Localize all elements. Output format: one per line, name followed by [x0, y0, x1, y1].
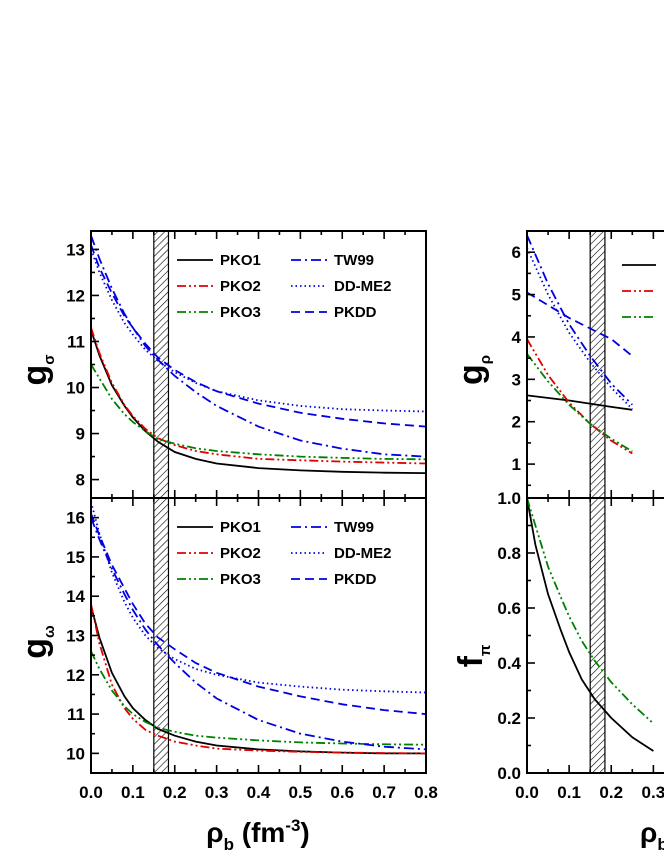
g-sigma-ytick-label: 9 — [76, 425, 85, 444]
f-pi-xtick-label: 0.3 — [642, 783, 664, 802]
g-sigma-ytick-label: 11 — [67, 332, 85, 351]
f-pi-xtick-label: 0.0 — [515, 783, 539, 802]
svg-text:gρ: gρ — [452, 355, 494, 385]
g-omega-ytick-label: 13 — [66, 627, 85, 646]
g-omega-ylabel-sub: ω — [41, 625, 58, 638]
f-pi-ytick-label: 1.0 — [497, 489, 521, 508]
g-sigma-ylabel: gσ — [16, 354, 58, 385]
f-pi-xtick-label: 0.1 — [557, 783, 581, 802]
g-sigma-ylabel-main: g — [16, 365, 54, 386]
right-xlabel: ρb — [640, 817, 664, 854]
g-omega-series-pko2 — [91, 603, 426, 755]
g-rho-ytick-label: 5 — [512, 286, 521, 305]
g-omega-legend-label-pko3: PKO3 — [220, 571, 261, 588]
g-rho-ytick-label: 4 — [512, 328, 522, 347]
g-omega-legend-label-tw99: TW99 — [334, 519, 374, 536]
f-pi-series-curve-1 — [527, 499, 655, 725]
g-omega-series-pko1 — [91, 605, 426, 755]
svg-text:fπ: fπ — [452, 644, 494, 667]
g-omega-legend-label-dd-me2: DD-ME2 — [334, 545, 392, 562]
g-rho-ylabel: gρ — [452, 355, 494, 385]
g-sigma-ytick-label: 13 — [66, 240, 85, 259]
g-omega-xtick-label: 0.3 — [205, 783, 229, 802]
g-omega-series-pkdd — [91, 513, 426, 715]
f-pi-saturation-band — [589, 497, 606, 774]
g-omega-xtick-label: 0.4 — [247, 783, 271, 802]
g-omega-xtick-label: 0.7 — [372, 783, 396, 802]
g-sigma-legend-label-pko1: PKO1 — [220, 252, 261, 269]
g-omega-xtick-label: 0.0 — [79, 783, 103, 802]
f-pi-ytick-label: 0.4 — [497, 654, 521, 673]
g-rho-ytick-label: 6 — [512, 243, 521, 262]
g-sigma-panel: 8 9 10 11 12 13 PKO1 PKO2 PKO3 TW99 DD-ME2 PKDD — [66, 230, 427, 499]
g-sigma-legend-label-pko2: PKO2 — [220, 278, 261, 295]
g-rho-panel: 1 2 3 4 5 6 — [512, 230, 664, 499]
g-omega-ytick-label: 16 — [66, 509, 85, 528]
g-rho-ylabel-sub: ρ — [477, 355, 494, 364]
g-rho-ytick-label: 1 — [512, 455, 521, 474]
g-omega-xtick-label: 0.2 — [163, 783, 187, 802]
g-rho-series-curve-5 — [527, 291, 633, 357]
g-omega-ytick-label: 14 — [66, 587, 85, 606]
g-sigma-ytick-label: 10 — [66, 379, 85, 398]
g-omega-legend-label-pko2: PKO2 — [220, 545, 261, 562]
g-rho-ylabel-main: g — [452, 364, 490, 385]
g-omega-series-pko3 — [91, 650, 426, 746]
g-omega-legend-label-pko1: PKO1 — [220, 519, 261, 536]
g-omega-ytick-label: 12 — [66, 666, 85, 685]
g-omega-ytick-label: 11 — [67, 705, 85, 724]
f-pi-ylabel-main: f — [452, 655, 490, 667]
g-rho-series-curve-1 — [527, 338, 633, 455]
f-pi-ytick-label: 0.0 — [497, 764, 521, 783]
f-pi-ytick-label: 0.2 — [497, 709, 521, 728]
g-rho-series-curve-4 — [527, 247, 633, 410]
f-pi-ylabel-sub: π — [477, 644, 494, 656]
g-omega-legend-label-pkdd: PKDD — [334, 571, 377, 588]
f-pi-ylabel: fπ — [452, 644, 494, 667]
svg-text:gσ: gσ — [16, 354, 58, 385]
g-sigma-legend-label-pko3: PKO3 — [220, 304, 261, 321]
g-sigma-legend-label-tw99: TW99 — [334, 252, 374, 269]
g-omega-series-tw99 — [91, 517, 426, 751]
left-xlabel: ρb (fm-3) — [206, 816, 310, 854]
f-pi-ytick-label: 0.6 — [497, 599, 521, 618]
g-rho-series-curve-0 — [527, 394, 633, 411]
g-sigma-legend-label-dd-me2: DD-ME2 — [334, 278, 392, 295]
g-omega-xtick-label: 0.8 — [414, 783, 438, 802]
g-sigma-series-dd-me2 — [91, 249, 426, 413]
g-omega-xtick-label: 0.1 — [121, 783, 145, 802]
f-pi-xtick-label: 0.2 — [599, 783, 623, 802]
g-omega-xtick-label: 0.5 — [289, 783, 313, 802]
g-rho-frame — [526, 230, 664, 499]
g-rho-series-curve-2 — [527, 353, 633, 453]
g-sigma-series-tw99 — [91, 235, 426, 458]
g-rho-series-curve-3 — [527, 234, 633, 406]
f-pi-panel: 0.0 0.2 0.4 0.6 0.8 1.0 0.0 0.1 0.2 0.3 — [497, 489, 664, 802]
g-sigma-ytick-label: 12 — [66, 286, 85, 305]
g-omega-frame — [90, 497, 427, 774]
g-sigma-ytick-label: 8 — [76, 471, 85, 490]
g-omega-ylabel-main: g — [16, 638, 54, 659]
g-sigma-legend-label-pkdd: PKDD — [334, 304, 377, 321]
g-rho-ytick-label: 3 — [512, 370, 521, 389]
g-rho-ytick-label: 2 — [512, 413, 521, 432]
g-sigma-series-pko1 — [91, 329, 426, 474]
g-omega-ylabel: gω — [16, 625, 58, 659]
g-omega-ytick-label: 10 — [66, 744, 85, 763]
g-sigma-series-pko2 — [91, 327, 426, 465]
g-sigma-series-pkdd — [91, 244, 426, 428]
svg-text:gω: gω — [16, 625, 58, 659]
g-sigma-series-pko3 — [91, 364, 426, 461]
g-omega-panel: 10 11 12 13 14 15 16 0.0 0.1 0.2 0.3 0.4 0.5 0.6 0.7 0.… — [66, 497, 438, 802]
f-pi-series-curve-0 — [527, 499, 654, 752]
g-omega-ytick-label: 15 — [66, 548, 85, 567]
g-omega-xtick-label: 0.6 — [330, 783, 354, 802]
g-sigma-ylabel-sub: σ — [41, 354, 58, 364]
f-pi-ytick-label: 0.8 — [497, 544, 521, 563]
